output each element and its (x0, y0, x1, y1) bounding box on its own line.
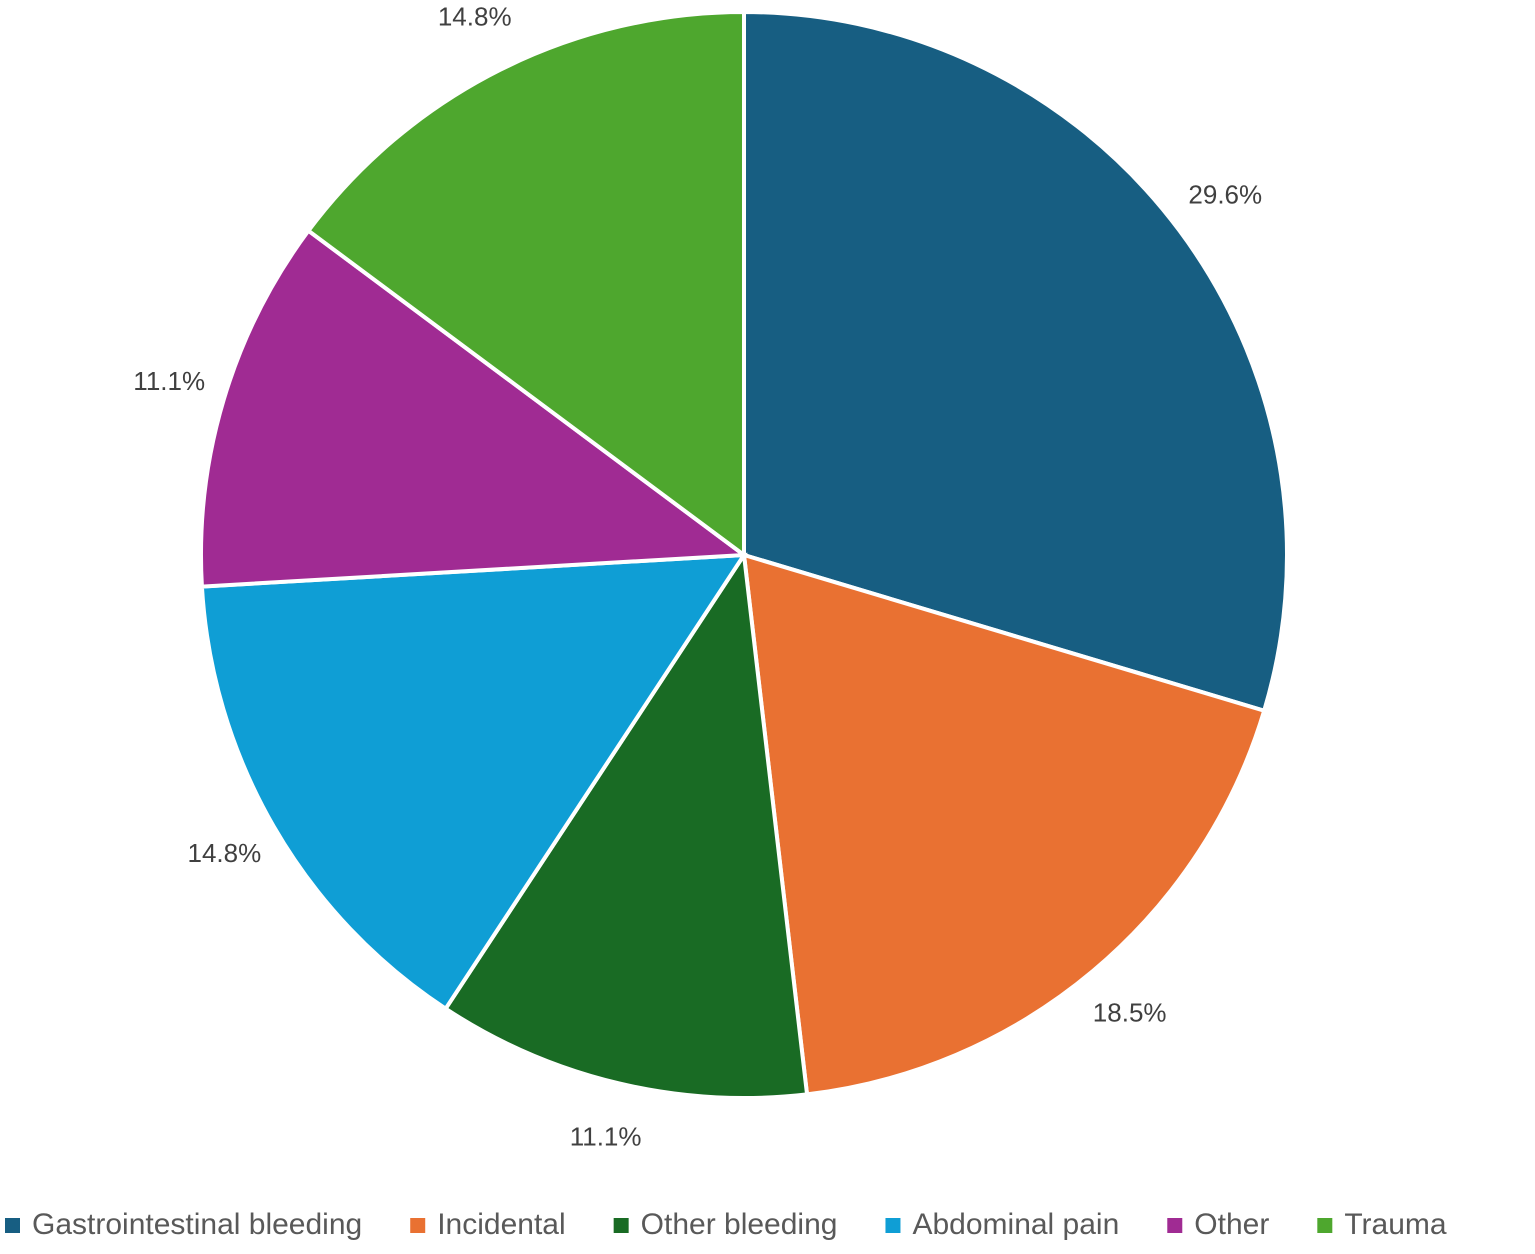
legend-swatch (885, 1218, 901, 1233)
legend-label: Trauma (1344, 1208, 1447, 1241)
legend-label: Gastrointestinal bleeding (32, 1208, 362, 1241)
legend-label: Other bleeding (641, 1208, 838, 1241)
data-label: 18.5% (1093, 998, 1167, 1028)
legend-swatch (1317, 1218, 1333, 1233)
legend-label: Incidental (437, 1208, 565, 1241)
pie-slice (305, 9, 746, 559)
data-label: 11.1% (570, 1122, 642, 1152)
legend-swatch (5, 1218, 20, 1233)
data-label: 29.6% (1188, 180, 1262, 210)
data-label: 14.8% (438, 2, 512, 32)
pie-slice (442, 549, 810, 1100)
data-label: 11.1% (133, 366, 205, 396)
legend-swatch (1167, 1218, 1183, 1233)
legend-label: Abdominal pain (912, 1208, 1119, 1241)
legend-swatch (410, 1218, 426, 1233)
data-label: 14.8% (188, 838, 262, 868)
pie-slice (199, 552, 748, 1012)
legend-label: Other (1194, 1208, 1269, 1241)
pie-slice (742, 9, 1289, 714)
pie-slice (199, 227, 750, 589)
legend-swatch (613, 1218, 629, 1233)
pie-slice (741, 552, 1267, 1097)
